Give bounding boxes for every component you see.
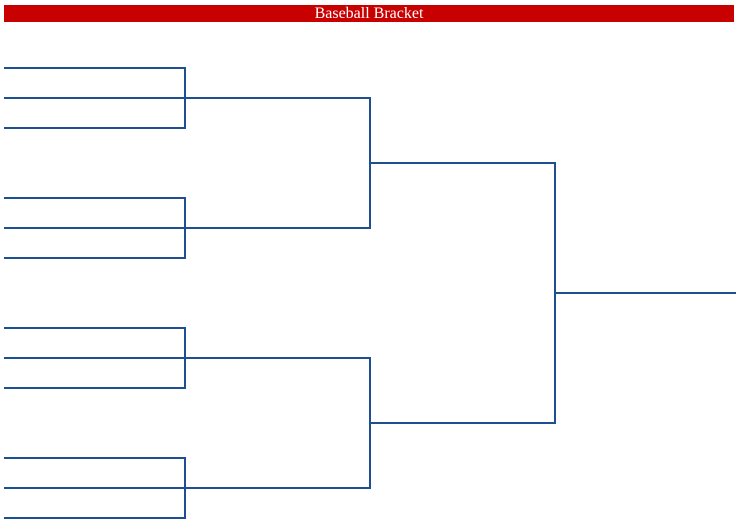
bracket-diagram <box>0 0 738 525</box>
bracket-canvas: Baseball Bracket <box>0 0 738 525</box>
